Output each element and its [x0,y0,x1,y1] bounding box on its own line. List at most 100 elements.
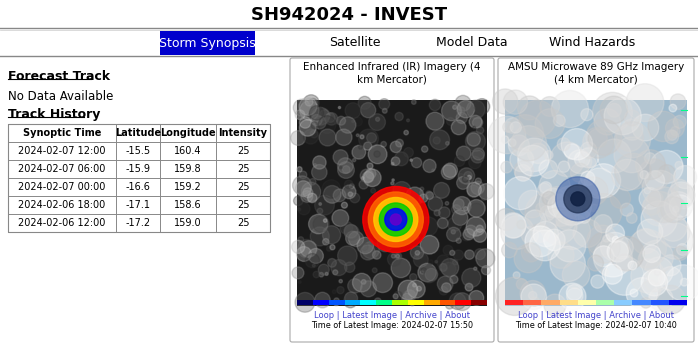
Circle shape [659,267,683,291]
Circle shape [322,238,329,245]
Circle shape [528,291,537,300]
Circle shape [379,203,413,236]
Circle shape [339,279,343,283]
Circle shape [658,165,676,182]
Circle shape [542,191,556,205]
Circle shape [668,182,695,209]
Circle shape [447,217,462,231]
Text: 2024-02-07 12:00: 2024-02-07 12:00 [18,146,106,156]
Text: 25: 25 [237,218,249,228]
Circle shape [410,274,417,281]
Circle shape [418,221,421,223]
Circle shape [369,192,423,247]
Circle shape [459,168,475,184]
Text: 2024-02-06 18:00: 2024-02-06 18:00 [18,200,105,210]
Circle shape [466,132,485,151]
FancyBboxPatch shape [424,300,440,305]
Circle shape [405,290,415,301]
Circle shape [298,203,310,215]
Circle shape [556,211,575,230]
Circle shape [616,254,633,271]
Circle shape [631,259,665,293]
Circle shape [456,238,461,243]
Circle shape [503,122,513,132]
Circle shape [586,157,596,168]
Circle shape [438,218,448,229]
Circle shape [648,270,662,285]
Circle shape [350,184,354,189]
Circle shape [482,195,487,200]
Circle shape [612,236,618,243]
Circle shape [390,214,401,225]
Circle shape [414,235,419,239]
FancyBboxPatch shape [329,300,345,305]
Circle shape [462,268,481,287]
Circle shape [336,129,352,145]
Circle shape [606,224,625,243]
Circle shape [437,255,450,268]
Circle shape [607,241,628,262]
Circle shape [429,99,440,111]
Circle shape [467,133,480,146]
Circle shape [400,218,419,237]
Circle shape [567,285,582,300]
Circle shape [362,177,364,180]
Circle shape [318,116,336,133]
Circle shape [630,289,638,297]
Circle shape [550,142,585,176]
Circle shape [536,203,545,213]
Circle shape [295,181,311,197]
Circle shape [614,122,651,158]
Circle shape [298,281,301,284]
Circle shape [593,238,632,277]
Text: 25: 25 [237,164,249,174]
Circle shape [413,230,417,234]
Circle shape [465,283,473,291]
Circle shape [394,291,402,299]
Circle shape [418,263,436,282]
Circle shape [504,176,537,209]
Circle shape [334,301,339,306]
Circle shape [410,197,415,204]
Text: -17.2: -17.2 [126,218,151,228]
Circle shape [500,213,526,238]
Circle shape [563,261,590,288]
Circle shape [627,213,637,223]
Circle shape [422,146,428,152]
Circle shape [591,275,604,288]
Circle shape [463,229,475,240]
Circle shape [297,247,311,261]
Circle shape [610,236,644,271]
Circle shape [299,116,302,120]
Circle shape [600,232,630,261]
Circle shape [379,99,389,110]
Circle shape [640,171,648,179]
Circle shape [377,236,393,252]
Text: Longitude: Longitude [160,128,216,138]
Circle shape [456,112,468,124]
Text: Time of Latest Image: 2024-02-07 15:50: Time of Latest Image: 2024-02-07 15:50 [311,321,473,330]
Text: 2024-02-07 00:00: 2024-02-07 00:00 [18,182,105,192]
Circle shape [353,117,362,126]
Circle shape [454,156,465,166]
Circle shape [299,97,317,115]
Circle shape [398,280,417,300]
Circle shape [468,199,485,217]
Circle shape [500,216,535,249]
Circle shape [674,166,697,189]
Circle shape [443,163,457,177]
Circle shape [294,196,303,206]
Circle shape [674,246,688,260]
Circle shape [470,203,483,216]
FancyBboxPatch shape [313,300,329,305]
Circle shape [530,230,560,261]
Circle shape [305,98,313,106]
Circle shape [410,302,414,306]
Text: Forecast Track: Forecast Track [8,70,110,83]
Circle shape [322,226,341,244]
Circle shape [530,297,540,306]
Circle shape [468,185,480,197]
Circle shape [341,202,348,208]
Circle shape [319,272,324,277]
Circle shape [557,138,570,151]
